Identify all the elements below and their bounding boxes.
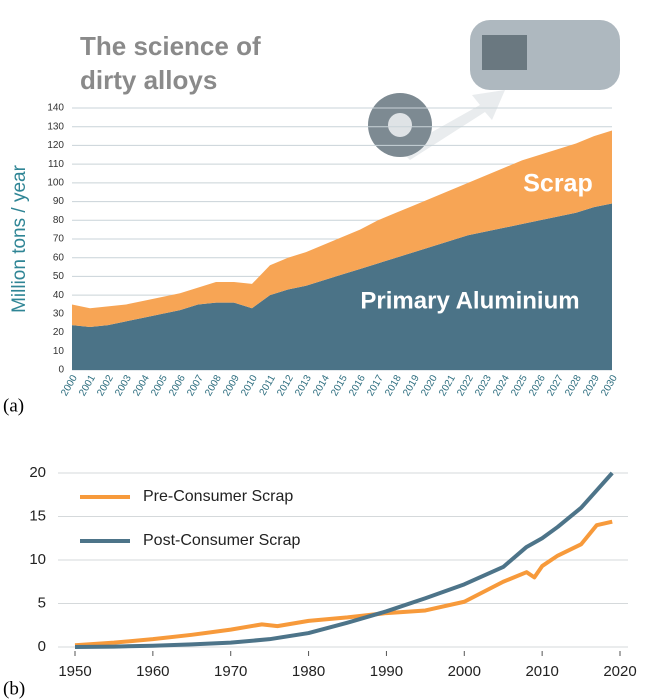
x-tick-label: 2010	[239, 373, 260, 398]
x-tick-label: 2030	[599, 373, 620, 398]
x-tick-label: 2012	[275, 373, 296, 398]
line	[74, 519, 613, 648]
x-tick-label: 2016	[347, 373, 368, 398]
y-tick-label: 30	[53, 308, 65, 319]
y-tick-label: 80	[53, 215, 65, 226]
y-tick-label: 140	[47, 103, 64, 114]
x-tick-label: 2025	[509, 373, 530, 398]
y-tick-label: 60	[53, 252, 65, 263]
panel-label: (a)	[3, 395, 24, 416]
x-tick-label: 2019	[401, 373, 422, 398]
panel-label: (b)	[3, 678, 25, 699]
y-tick-label: 70	[53, 234, 65, 245]
x-tick-label: 2011	[258, 373, 278, 398]
legend-label: Pre-Consumer Scrap	[143, 488, 293, 505]
x-tick-label: 2013	[293, 373, 314, 398]
y-tick-label: 10	[29, 551, 46, 568]
x-tick-label: 2028	[563, 373, 584, 398]
x-tick-label: 2004	[131, 373, 152, 398]
area	[72, 203, 612, 370]
laptop-illustration	[482, 35, 527, 70]
y-tick-label: 90	[53, 196, 65, 207]
x-tick-label: 1980	[292, 663, 325, 680]
area	[72, 130, 612, 327]
x-tick-label: 2026	[527, 373, 548, 398]
x-tick-label: 1950	[58, 663, 91, 680]
x-tick-label: 2007	[185, 373, 206, 398]
y-tick-label: 40	[53, 290, 65, 301]
x-tick-label: 2008	[203, 373, 224, 398]
x-tick-label: 1960	[136, 663, 169, 680]
line	[74, 471, 614, 649]
chart-title: dirty alloys	[80, 65, 217, 95]
x-tick-label: 2001	[77, 373, 98, 398]
y-axis-label: Million tons / year	[9, 164, 30, 313]
x-tick-label: 2009	[221, 373, 242, 398]
x-tick-label: 2021	[437, 373, 458, 398]
x-tick-label: 2015	[329, 373, 350, 398]
x-tick-label: 2018	[383, 373, 404, 398]
x-tick-label: 2029	[581, 373, 602, 398]
y-tick-label: 100	[47, 177, 64, 188]
x-tick-label: 2010	[525, 663, 558, 680]
y-tick-label: 20	[53, 327, 65, 338]
y-tick-label: 0	[58, 365, 64, 376]
legend-label: Post-Consumer Scrap	[143, 532, 300, 549]
x-tick-label: 2023	[473, 373, 494, 398]
x-tick-label: 2017	[365, 373, 386, 398]
decoration	[368, 20, 620, 160]
x-tick-label: 2027	[545, 373, 566, 398]
y-tick-label: 15	[29, 507, 46, 524]
x-tick-label: 1990	[370, 663, 403, 680]
x-tick-label: 2022	[455, 373, 476, 398]
gear-hole	[388, 113, 412, 137]
x-tick-label: 2020	[603, 663, 636, 680]
x-tick-label: 2006	[167, 373, 188, 398]
x-tick-label: 2014	[311, 373, 332, 398]
x-tick-label: 2002	[95, 373, 116, 398]
x-tick-label: 1970	[214, 663, 247, 680]
y-tick-label: 130	[47, 121, 64, 132]
y-tick-label: 5	[38, 594, 46, 611]
x-tick-label: 2020	[419, 373, 440, 398]
in-plot-label: Scrap	[523, 170, 592, 198]
x-tick-label: 2005	[149, 373, 170, 398]
x-tick-label: 2000	[59, 373, 80, 398]
y-tick-label: 10	[53, 346, 65, 357]
y-tick-label: 0	[38, 638, 46, 655]
y-tick-label: 110	[48, 159, 64, 170]
x-tick-label: 2024	[491, 373, 512, 398]
y-tick-label: 50	[53, 271, 65, 282]
chart-title: The science of	[80, 31, 261, 61]
in-plot-label: Primary Aluminium	[360, 287, 579, 314]
y-tick-label: 20	[29, 464, 46, 481]
x-tick-label: 2003	[113, 373, 134, 398]
y-tick-label: 120	[47, 140, 64, 151]
x-tick-label: 2000	[448, 663, 481, 680]
